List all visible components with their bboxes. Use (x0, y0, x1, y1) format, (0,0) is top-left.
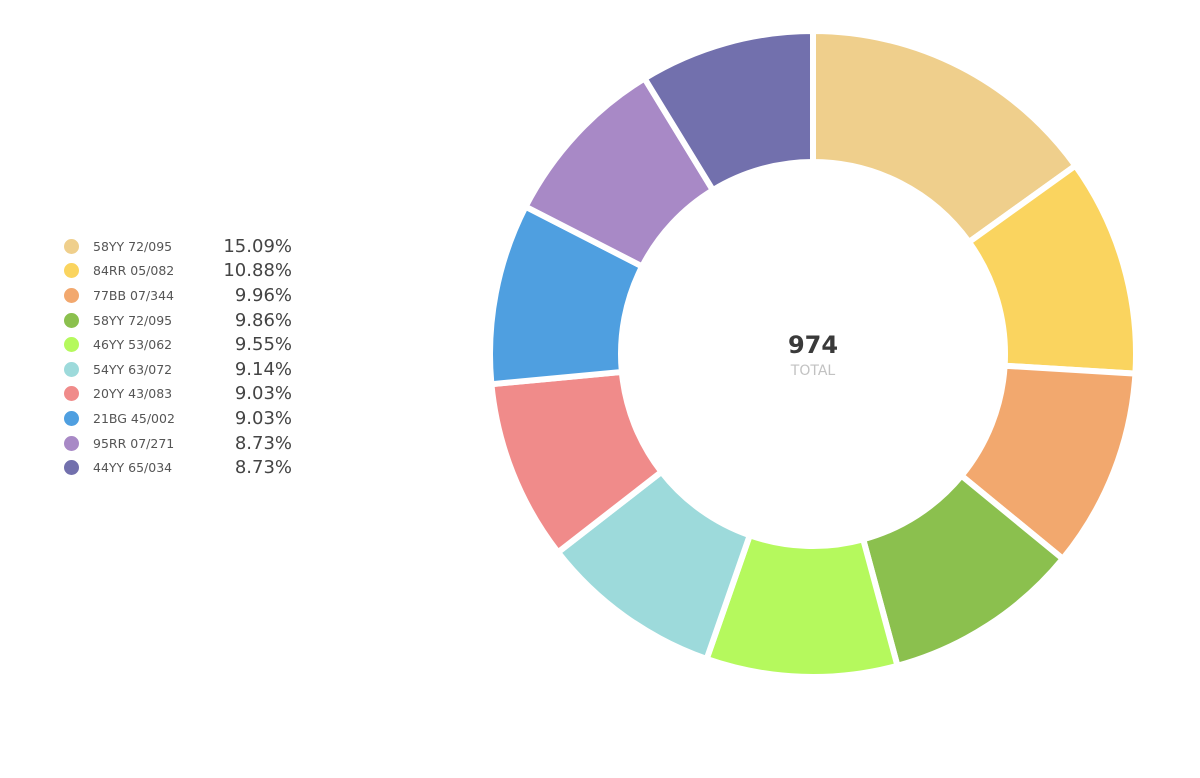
legend-item: 58YY 72/095 9.86% (64, 308, 304, 333)
legend-item: 77BB 07/344 9.96% (64, 283, 304, 308)
legend-item: 58YY 72/095 15.09% (64, 234, 304, 259)
legend-percent: 10.88% (223, 260, 292, 282)
legend-swatch (64, 410, 79, 426)
legend-percent: 8.73% (234, 457, 292, 479)
legend-swatch (64, 287, 79, 303)
donut-slice[interactable] (810, 27, 1080, 247)
legend-percent: 9.03% (234, 407, 292, 429)
legend-percent: 9.86% (234, 309, 292, 331)
legend-label: 58YY 72/095 (93, 312, 173, 328)
legend-label: 46YY 53/062 (93, 337, 173, 353)
legend-percent: 9.55% (234, 334, 292, 356)
legend-swatch (64, 435, 79, 451)
legend-swatch (64, 238, 79, 254)
center-total-label: TOTAL (790, 363, 836, 379)
legend-label: 58YY 72/095 (93, 238, 173, 254)
legend-label: 77BB 07/344 (93, 287, 175, 303)
legend-item: 54YY 63/072 9.14% (64, 357, 304, 382)
legend-label: 54YY 63/072 (93, 361, 173, 377)
legend-item: 84RR 05/082 10.88% (64, 259, 304, 284)
legend-percent: 9.14% (234, 358, 292, 380)
legend-percent: 15.09% (223, 235, 292, 257)
legend-item: 95RR 07/271 8.73% (64, 431, 304, 456)
legend-item: 21BG 45/002 9.03% (64, 406, 304, 431)
legend-label: 84RR 05/082 (93, 263, 175, 279)
legend-swatch (64, 263, 79, 279)
legend-item: 46YY 53/062 9.55% (64, 332, 304, 357)
legend-swatch (64, 312, 79, 328)
legend-item: 20YY 43/083 9.03% (64, 382, 304, 407)
legend-item: 44YY 65/034 8.73% (64, 455, 304, 480)
donut-slices (487, 27, 1139, 680)
legend-percent: 9.03% (234, 383, 292, 405)
chart-legend: 58YY 72/095 15.09% 84RR 05/082 10.88% 77BB 0… (64, 234, 304, 480)
legend-percent: 8.73% (234, 432, 292, 454)
legend-percent: 9.96% (234, 284, 292, 306)
legend-label: 95RR 07/271 (93, 435, 175, 451)
legend-label: 21BG 45/002 (93, 410, 175, 426)
center-total-value: 974 (788, 331, 838, 359)
legend-label: 44YY 65/034 (93, 460, 173, 476)
donut-slice[interactable] (640, 27, 816, 195)
legend-swatch (64, 460, 79, 476)
legend-swatch (64, 337, 79, 353)
legend-label: 20YY 43/083 (93, 386, 173, 402)
legend-swatch (64, 386, 79, 402)
legend-swatch (64, 361, 79, 377)
